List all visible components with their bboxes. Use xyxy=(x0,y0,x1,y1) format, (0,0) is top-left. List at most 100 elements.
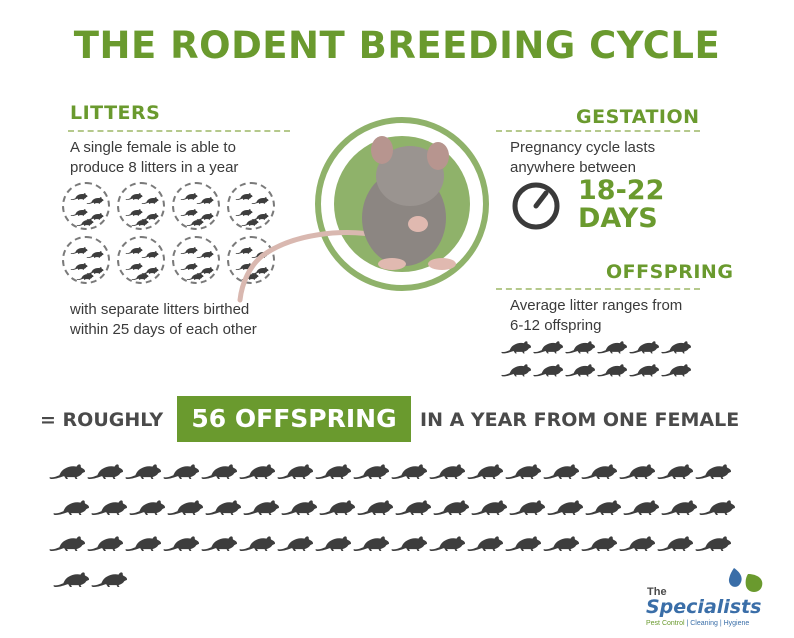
rat-icon xyxy=(546,494,584,517)
rat-icon xyxy=(186,216,204,227)
rat-icon xyxy=(580,530,618,553)
rat-icon xyxy=(504,458,542,481)
logo-tagline-1: Pest Control xyxy=(646,620,685,627)
rat-icon xyxy=(564,336,596,355)
litters-circle-row xyxy=(62,182,275,230)
rat-icon xyxy=(694,530,732,553)
rat-icon xyxy=(86,248,104,259)
rat-icon xyxy=(504,530,542,553)
rat-icon xyxy=(196,194,214,205)
rat-icon xyxy=(166,494,204,517)
litter-circle xyxy=(172,182,220,230)
rat-icon xyxy=(141,248,159,259)
rat-icon xyxy=(500,359,532,378)
rat-icon xyxy=(596,336,628,355)
rat-icon xyxy=(200,530,238,553)
rat-icon xyxy=(276,458,314,481)
rat-icon xyxy=(698,494,736,517)
rat-icon xyxy=(128,494,166,517)
rat-icon xyxy=(394,494,432,517)
rat-icon xyxy=(162,530,200,553)
rat-icon xyxy=(124,530,162,553)
rat-icon xyxy=(162,458,200,481)
rat-icon xyxy=(314,530,352,553)
gestation-text: Pregnancy cycle lasts anywhere between xyxy=(510,139,656,176)
offspring-heading: OFFSPRING xyxy=(606,261,734,283)
company-logo: The Specialists Pest Control | Cleaning … xyxy=(644,566,774,630)
rat-icon xyxy=(314,458,352,481)
rat-icon xyxy=(542,458,580,481)
rat-icon xyxy=(318,494,356,517)
rat-icon xyxy=(131,270,149,281)
litter-circle xyxy=(62,182,110,230)
logo-drops-icon xyxy=(728,568,763,592)
rat-icon xyxy=(500,336,532,355)
gestation-days-label: DAYS xyxy=(578,203,658,234)
litter-circle xyxy=(172,236,220,284)
summary-highlight: 56 OFFSPRING xyxy=(177,396,411,442)
rat-icon xyxy=(628,359,660,378)
rat-icon xyxy=(390,530,428,553)
rat-icon xyxy=(238,530,276,553)
rat-icon xyxy=(656,458,694,481)
rat-icon xyxy=(428,530,466,553)
rat-icon xyxy=(428,458,466,481)
rat-icon xyxy=(90,494,128,517)
rat-icon xyxy=(186,270,204,281)
rat-icon xyxy=(660,359,692,378)
rat-icon xyxy=(656,530,694,553)
litters-heading: LITTERS xyxy=(70,102,161,124)
rat-icon xyxy=(86,194,104,205)
rat-icon xyxy=(390,458,428,481)
litters-circle-row xyxy=(62,236,275,284)
rat-icon xyxy=(618,458,656,481)
offspring-text: Average litter ranges from 6-12 offsprin… xyxy=(510,297,683,334)
rat-icon xyxy=(564,359,596,378)
gestation-divider xyxy=(496,130,700,132)
rat-icon xyxy=(660,494,698,517)
rat-icon xyxy=(466,530,504,553)
rat-icon xyxy=(48,530,86,553)
rat-icon xyxy=(432,494,470,517)
summary-prefix: = ROUGHLY xyxy=(40,409,164,431)
rat-icon xyxy=(628,336,660,355)
rat-icon xyxy=(124,458,162,481)
rat-icon xyxy=(76,216,94,227)
logo-name: Specialists xyxy=(646,596,762,618)
litter-circle xyxy=(62,236,110,284)
rat-icon xyxy=(196,248,214,259)
rat-icon xyxy=(52,566,90,589)
rat-icon xyxy=(596,359,628,378)
logo-the: The xyxy=(647,586,667,598)
litters-text-top: A single female is able to produce 8 lit… xyxy=(70,139,239,176)
offspring-divider xyxy=(496,288,700,290)
logo-tagline: Pest Control | Cleaning | Hygiene xyxy=(646,620,750,627)
litters-circle-grid xyxy=(62,182,275,284)
rat-icon xyxy=(352,458,390,481)
rat-icon xyxy=(131,216,149,227)
rat-icon xyxy=(622,494,660,517)
stopwatch-icon xyxy=(510,179,562,231)
rat-icon xyxy=(466,458,504,481)
gestation-heading: GESTATION xyxy=(576,106,700,128)
rat-photo xyxy=(232,116,492,306)
litter-circle xyxy=(117,182,165,230)
rat-icon xyxy=(584,494,622,517)
rat-icon xyxy=(532,336,564,355)
rat-icon xyxy=(660,336,692,355)
litters-text-bottom: with separate litters birthed within 25 … xyxy=(70,301,257,338)
rat-icon xyxy=(90,566,128,589)
litter-circle xyxy=(227,236,275,284)
rat-icon xyxy=(508,494,546,517)
summary-suffix: IN A YEAR FROM ONE FEMALE xyxy=(420,409,740,431)
logo-tagline-2: Cleaning xyxy=(690,620,718,627)
rat-icon xyxy=(532,359,564,378)
rat-icon xyxy=(618,530,656,553)
summary-banner: = ROUGHLY 56 OFFSPRING IN A YEAR FROM ON… xyxy=(0,396,794,446)
rat-icon xyxy=(352,530,390,553)
litter-circle xyxy=(117,236,165,284)
rat-icon xyxy=(242,494,280,517)
gestation-days-range: 18-22 xyxy=(578,175,665,206)
rat-icon xyxy=(52,494,90,517)
rat-icon xyxy=(200,458,238,481)
